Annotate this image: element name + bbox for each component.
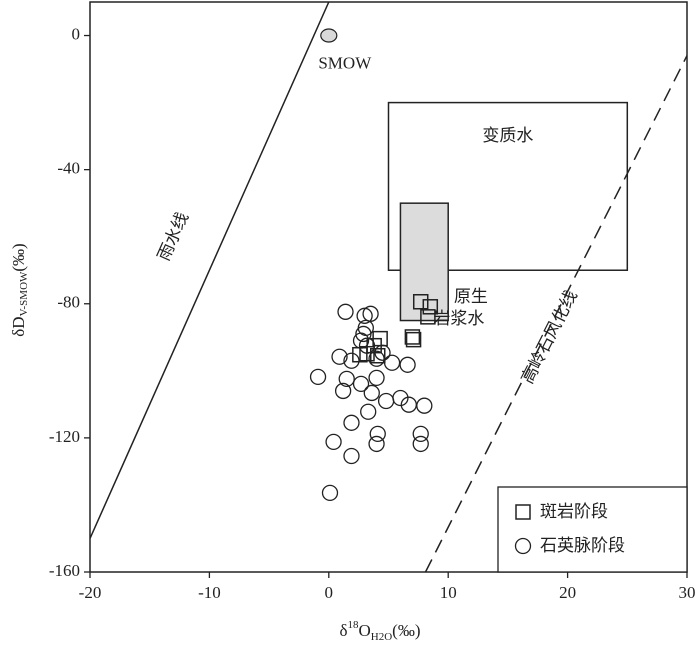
x-tick-label: -20 [79,583,102,602]
y-label-part: (‰) [9,243,28,271]
legend-marker [514,537,532,555]
circle-marker [338,370,355,388]
circle-marker [325,433,342,451]
x-tick-label: 20 [559,583,576,602]
y-tick-label: -80 [57,293,80,312]
y-tick-label: -120 [49,427,80,446]
region-label: 变质水 [482,126,533,146]
x-label-part: δ [339,621,347,640]
square-marker [370,347,386,364]
region [399,202,449,322]
circle-marker [368,435,385,453]
circle-marker [352,375,370,393]
circle-marker [334,382,352,400]
circle-marker [377,392,395,410]
circle-marker [368,350,385,367]
y-tick-label: -40 [57,159,80,178]
x-tick-label: 30 [679,583,696,602]
reference-line [424,55,687,572]
y-label-part: V-SMOW [18,271,30,316]
circle-marker [363,384,380,402]
line-label: 高岭石风化线 [518,287,582,387]
circle-marker [369,425,386,443]
circle-marker [392,389,409,407]
circle-marker [343,447,360,465]
square-marker [422,299,439,315]
y-tick-label: 0 [72,24,81,43]
x-tick-label: 10 [440,583,457,602]
circle-marker [309,368,327,386]
reference-line [90,2,330,539]
circle-marker [343,414,360,431]
x-label-part: H2O [371,631,392,643]
x-label-part: 18 [348,619,360,631]
circle-marker [355,325,372,343]
x-label-part: O [359,621,371,640]
circle-marker [368,369,385,387]
square-marker [404,329,421,345]
point-label: SMOW [318,53,372,72]
circle-marker [416,397,433,414]
x-axis-label: δ18OH2O(‰) [339,619,420,643]
circle-marker [358,337,376,354]
region-label: 原生 [454,287,488,307]
plot-frame [89,1,688,573]
x-label-part: (‰) [392,621,420,640]
circle-marker [331,348,348,365]
y-axis-label: δDV-SMOW(‰) [9,243,30,336]
y-tick-label: -160 [49,561,80,580]
legend-box [497,486,688,573]
square-marker [420,309,436,325]
circle-marker [374,344,391,361]
circle-marker [362,305,379,322]
region-label: 岩浆水 [433,309,484,329]
legend-marker [515,504,531,520]
x-tick-label: -10 [198,583,221,602]
legend-label: 斑岩阶段 [540,502,608,522]
circle-marker [337,303,354,320]
square-marker [412,294,429,310]
plot-area [90,2,687,572]
square-marker [405,331,422,348]
circle-marker [352,332,370,349]
y-label-part: δD [9,316,28,336]
line-label: 雨水线 [154,209,193,264]
x-tick-label: 0 [325,583,334,602]
reference-point [320,28,338,43]
circle-marker [399,356,416,373]
circle-marker [383,354,401,371]
square-marker [359,345,375,362]
legend-label: 石英脉阶段 [540,536,625,556]
circle-marker [360,403,377,420]
circle-marker [343,352,360,369]
circle-marker [412,425,429,443]
circle-marker [412,435,429,453]
circle-marker [321,484,339,502]
